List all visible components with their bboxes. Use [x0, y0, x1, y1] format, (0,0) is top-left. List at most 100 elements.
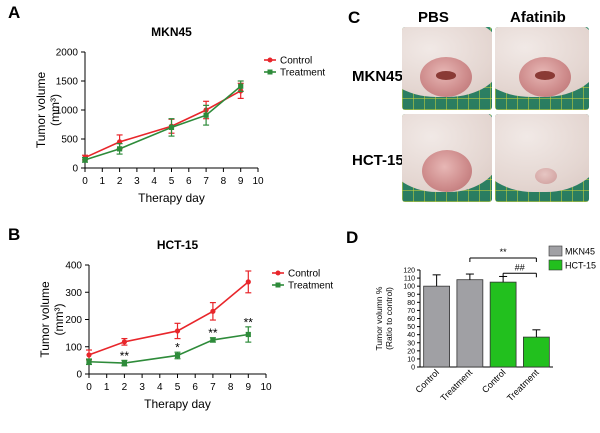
- chart-a-y-tick-label: 0: [72, 164, 78, 175]
- chart-a-y-label: Tumor volume: [34, 72, 48, 149]
- chart-b-point: [86, 352, 92, 358]
- chart-d-significance: **: [500, 247, 508, 257]
- chart-d-bar: [456, 279, 484, 368]
- chart-a-point: [82, 157, 88, 163]
- chart-b-legend-marker: [275, 270, 281, 276]
- row-label-mkn45: MKN45: [352, 68, 403, 85]
- chart-d-significance: ##: [515, 262, 525, 272]
- chart-a-point: [203, 112, 209, 118]
- chart-a-y-tick-label: 1000: [56, 106, 79, 117]
- chart-d-bar: [489, 281, 517, 368]
- chart-b-y-label: Tumor volume: [38, 281, 52, 358]
- chart-b-point: [121, 339, 127, 345]
- chart-b-x-label: Therapy day: [144, 397, 211, 411]
- chart-d-y-tick-label: 10: [407, 356, 415, 363]
- chart-d-legend-swatch: [548, 245, 563, 257]
- chart-b-x-tick-label: 5: [175, 382, 181, 393]
- chart-a-x-label: Therapy day: [138, 191, 205, 205]
- chart-a-y-label-unit: (mm³): [48, 94, 62, 126]
- chart-d-category-label: Control: [413, 367, 441, 395]
- chart-d-y-tick-label: 30: [407, 340, 415, 347]
- chart-a-legend-label: Treatment: [280, 68, 325, 79]
- chart-b-y-tick-label: 200: [65, 315, 82, 326]
- panel-label-b: B: [8, 225, 21, 244]
- chart-a-x-tick-label: 9: [238, 176, 244, 187]
- photo-hct15-pbs: [402, 114, 492, 202]
- chart-a-x-tick-label: 6: [186, 176, 192, 187]
- chart-b-point: [210, 337, 216, 343]
- chart-d-y-tick-label: 110: [404, 276, 415, 283]
- chart-b-title: HCT-15: [157, 238, 199, 252]
- chart-b-x-tick-label: 4: [157, 382, 163, 393]
- chart-a-point: [168, 124, 175, 130]
- chart-d-legend-label: MKN45: [565, 247, 595, 257]
- chart-a-title: MKN45: [151, 25, 192, 39]
- chart-d-y-tick-label: 20: [407, 348, 415, 355]
- chart-d-legend-label: HCT-15: [565, 261, 596, 271]
- chart-d-y-tick-label: 120: [403, 268, 415, 275]
- chart-b-legend-label: Treatment: [288, 281, 333, 292]
- chart-b-point: [86, 359, 92, 365]
- chart-b-x-tick-label: 3: [139, 382, 145, 393]
- chart-d-y-tick-label: 70: [407, 308, 415, 315]
- chart-a-legend-marker: [267, 57, 273, 63]
- chart-d-y-tick-label: 60: [407, 316, 415, 323]
- chart-a-point: [117, 146, 123, 152]
- chart-a-x-tick-label: 10: [252, 176, 264, 187]
- chart-a-x-tick-label: 1: [100, 176, 106, 187]
- chart-b-x-tick-label: 10: [260, 382, 272, 393]
- chart-b-point: [245, 331, 251, 338]
- chart-b-point: [210, 308, 216, 314]
- chart-a-y-tick-label: 500: [61, 135, 78, 146]
- chart-b-legend-marker: [275, 282, 281, 288]
- chart-d-y-tick-label: 40: [407, 332, 415, 339]
- chart-b-y-tick-label: 0: [76, 370, 82, 381]
- chart-a-x-tick-label: 8: [221, 176, 227, 187]
- chart-d-legend-swatch: [548, 259, 563, 271]
- chart-b-y-tick-label: 400: [65, 261, 82, 272]
- row-label-hct15: HCT-15: [352, 152, 404, 169]
- chart-d-y-tick-label: 80: [407, 300, 415, 307]
- chart-d-bar: [423, 285, 450, 368]
- panel-label-d: D: [346, 228, 359, 247]
- chart-b-x-tick-label: 2: [122, 382, 128, 393]
- chart-a-x-tick-label: 5: [169, 176, 175, 187]
- chart-a-legend-marker: [267, 69, 273, 75]
- chart-d-category-label: Treatment: [505, 367, 541, 403]
- chart-b-significance: **: [208, 326, 218, 340]
- panel-label-c: C: [348, 8, 361, 27]
- chart-b-x-tick-label: 1: [104, 382, 110, 393]
- chart-a-x-tick-label: 7: [203, 176, 209, 187]
- chart-b-significance: **: [244, 315, 254, 329]
- chart-a-x-tick-label: 3: [134, 176, 140, 187]
- chart-b-point: [121, 360, 127, 366]
- chart-b-y-label-unit: (mm³): [52, 304, 66, 336]
- chart-a-y-tick-label: 1500: [56, 77, 79, 88]
- chart-b-y-tick-label: 100: [65, 342, 82, 353]
- chart-b-point: [174, 328, 181, 334]
- chart-a-legend-label: Control: [280, 56, 312, 67]
- chart-d-y-label: Tumor volumn %: [374, 286, 384, 350]
- chart-a-x-tick-label: 4: [151, 176, 157, 187]
- chart-b-x-tick-label: 9: [246, 382, 252, 393]
- chart-d-y-tick-label: 90: [407, 292, 415, 299]
- chart-b-point: [245, 279, 251, 285]
- panel-label-a: A: [8, 3, 21, 22]
- chart-b-x-tick-label: 7: [210, 382, 216, 393]
- col-title-pbs: PBS: [418, 9, 449, 26]
- chart-b-x-tick-label: 0: [86, 382, 92, 393]
- chart-a-x-tick-label: 2: [117, 176, 123, 187]
- chart-a-point: [238, 83, 244, 89]
- chart-b-point: [174, 352, 181, 359]
- chart-b-y-tick-label: 300: [65, 288, 82, 299]
- chart-b-x-tick-label: 8: [228, 382, 234, 393]
- chart-d-y-tick-label: 0: [411, 365, 415, 372]
- chart-b-legend-label: Control: [288, 269, 320, 280]
- chart-a-x-tick-label: 0: [82, 176, 88, 187]
- photo-mkn45-pbs: [402, 27, 492, 110]
- chart-d-y-tick-label: 100: [403, 284, 415, 291]
- chart-d-y-tick-label: 50: [407, 324, 415, 331]
